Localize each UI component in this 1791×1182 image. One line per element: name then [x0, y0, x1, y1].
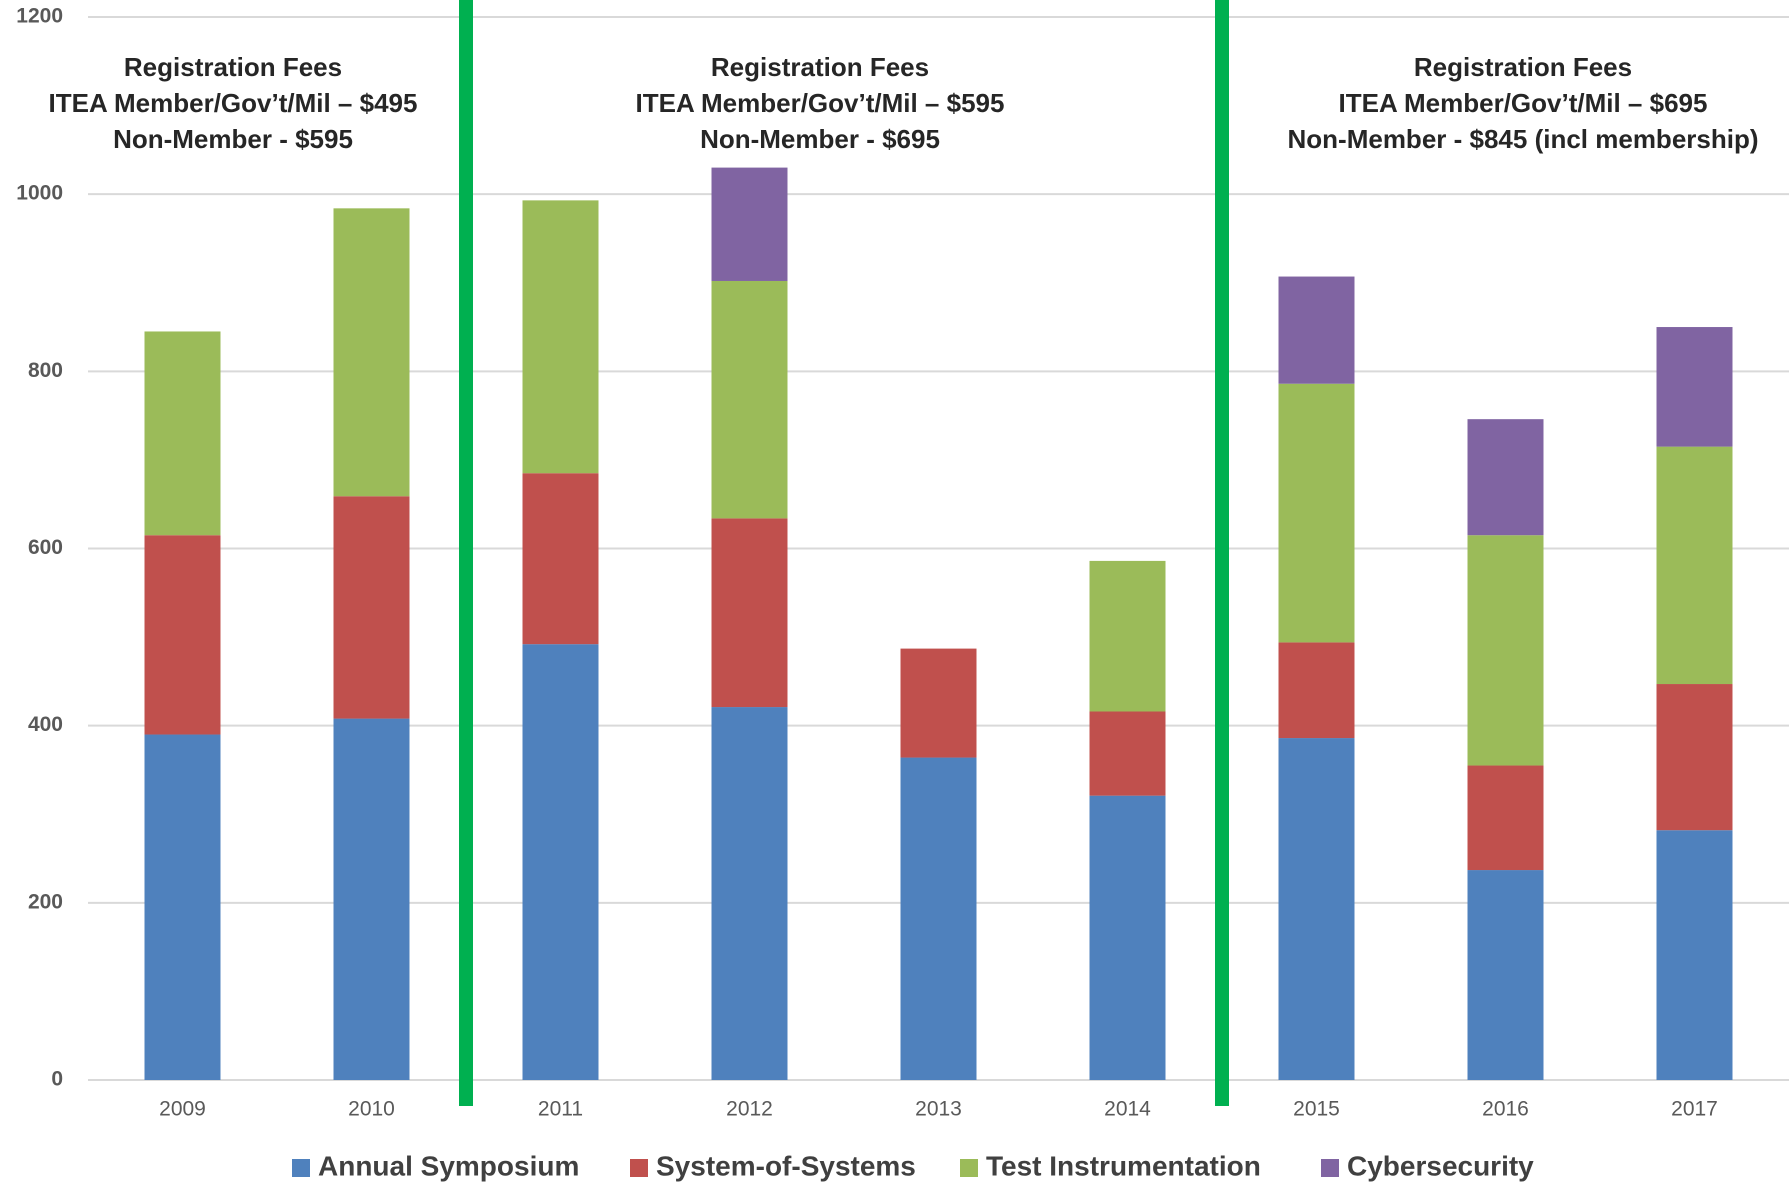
y-tick-label: 600 [28, 536, 63, 559]
divider [459, 0, 473, 1106]
x-tick-label: 2009 [159, 1098, 206, 1121]
bar-segment [900, 648, 977, 758]
legend-label: Test Instrumentation [986, 1150, 1261, 1181]
legend-swatch [292, 1159, 310, 1177]
bar-segment [1656, 446, 1733, 685]
bar-segment [1467, 765, 1544, 871]
bar-segment [900, 757, 977, 1080]
bar-segment [711, 707, 788, 1080]
bar-segment [333, 208, 410, 497]
bar-segment [1467, 870, 1544, 1080]
bar-segment [1278, 383, 1355, 643]
bar-segment [1467, 535, 1544, 766]
annotation: ITEA Member/Gov’t/Mil – $595 [636, 88, 1005, 118]
annotation: ITEA Member/Gov’t/Mil – $695 [1339, 88, 1708, 118]
y-tick-label: 0 [51, 1068, 63, 1091]
bar-segment [711, 280, 788, 519]
annotation: Registration Fees [1414, 52, 1632, 82]
bar-segment [1089, 795, 1166, 1080]
bar-segment [1278, 642, 1355, 739]
x-tick-label: 2010 [348, 1098, 395, 1121]
bar-segment [1656, 684, 1733, 831]
bar-segment [144, 535, 221, 735]
legend-label: Cybersecurity [1347, 1150, 1534, 1181]
bar-segment [1656, 327, 1733, 447]
divider [1215, 0, 1229, 1106]
legend-swatch [630, 1159, 648, 1177]
bar-segment [522, 473, 599, 645]
bar-segment [1089, 711, 1166, 796]
x-tick-label: 2016 [1482, 1098, 1529, 1121]
legend-label: Annual Symposium [318, 1150, 579, 1181]
annotation: Registration Fees [124, 52, 342, 82]
bar-segment [333, 496, 410, 719]
legend-label: System-of-Systems [656, 1150, 916, 1181]
bar-segment [144, 734, 221, 1080]
legend-swatch [960, 1159, 978, 1177]
y-tick-label: 1200 [16, 5, 63, 28]
x-tick-label: 2013 [915, 1098, 962, 1121]
x-tick-label: 2015 [1293, 1098, 1340, 1121]
annotation: Non-Member - $845 (incl membership) [1288, 124, 1759, 154]
annotation: Non-Member - $695 [700, 124, 940, 154]
bar-segment [1278, 276, 1355, 384]
bar-segment [144, 331, 221, 536]
bar-segment [1089, 560, 1166, 712]
x-tick-label: 2017 [1671, 1098, 1718, 1121]
bar-segment [1278, 738, 1355, 1080]
legend-swatch [1321, 1159, 1339, 1177]
bar-segment [1467, 419, 1544, 536]
bar-segment [711, 518, 788, 708]
y-tick-label: 200 [28, 890, 63, 913]
bar-segment [522, 200, 599, 474]
bar-segment [711, 167, 788, 281]
annotation: Registration Fees [711, 52, 929, 82]
y-tick-label: 800 [28, 359, 63, 382]
x-tick-label: 2012 [726, 1098, 773, 1121]
y-tick-label: 400 [28, 713, 63, 736]
annotation: Non-Member - $595 [113, 124, 353, 154]
bar-segment [333, 718, 410, 1080]
y-tick-label: 1000 [16, 182, 63, 205]
annotation: ITEA Member/Gov’t/Mil – $495 [49, 88, 418, 118]
bar-segment [522, 644, 599, 1080]
x-tick-label: 2011 [538, 1098, 583, 1121]
bar-segment [1656, 830, 1733, 1080]
x-tick-label: 2014 [1104, 1098, 1151, 1121]
